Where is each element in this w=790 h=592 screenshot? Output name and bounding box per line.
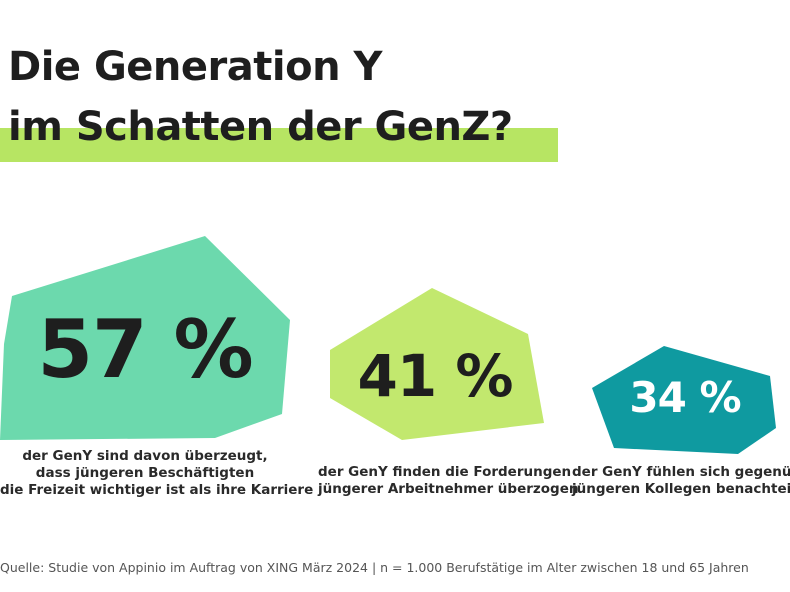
stat-2-value: 41 % bbox=[357, 342, 513, 410]
stat-2-shape bbox=[330, 288, 545, 440]
title-line-2: im Schatten der GenZ? bbox=[8, 104, 513, 150]
title-line-2-wrapper: im Schatten der GenZ? bbox=[0, 104, 558, 162]
stat-1-caption-line: die Freizeit wichtiger ist als ihre Karr… bbox=[0, 482, 314, 498]
stat-3-value: 34 % bbox=[629, 373, 741, 422]
stat-2-caption-line: jüngerer Arbeitnehmer überzogen bbox=[318, 481, 579, 497]
stat-2-caption-line: der GenY finden die Forderungen bbox=[318, 464, 572, 480]
stat-1-value: 57 % bbox=[37, 303, 253, 396]
stat-1-caption-line: dass jüngeren Beschäftigten bbox=[35, 465, 255, 481]
stat-1-caption-line: der GenY sind davon überzeugt, bbox=[22, 448, 268, 464]
stat-3-caption-line: der GenY fühlen sich gegenüber bbox=[572, 464, 790, 480]
stat-1-polygon bbox=[0, 236, 290, 440]
source-note: Quelle: Studie von Appinio im Auftrag vo… bbox=[0, 560, 749, 575]
stat-3-shape bbox=[592, 346, 776, 454]
stat-3-caption: der GenY fühlen sich gegenüber jüngeren … bbox=[572, 464, 790, 498]
title-line-1: Die Generation Y bbox=[8, 44, 382, 90]
stat-1-shape bbox=[0, 234, 300, 440]
stat-3-polygon bbox=[592, 346, 776, 454]
title-highlight-bar bbox=[0, 128, 558, 162]
stat-2-polygon bbox=[330, 288, 544, 440]
stat-3-caption-line: jüngeren Kollegen benachteiligt bbox=[572, 481, 790, 497]
stat-1-caption: der GenY sind davon überzeugt, dass jüng… bbox=[0, 448, 314, 499]
stat-2-caption: der GenY finden die Forderungen jüngerer… bbox=[318, 464, 579, 498]
